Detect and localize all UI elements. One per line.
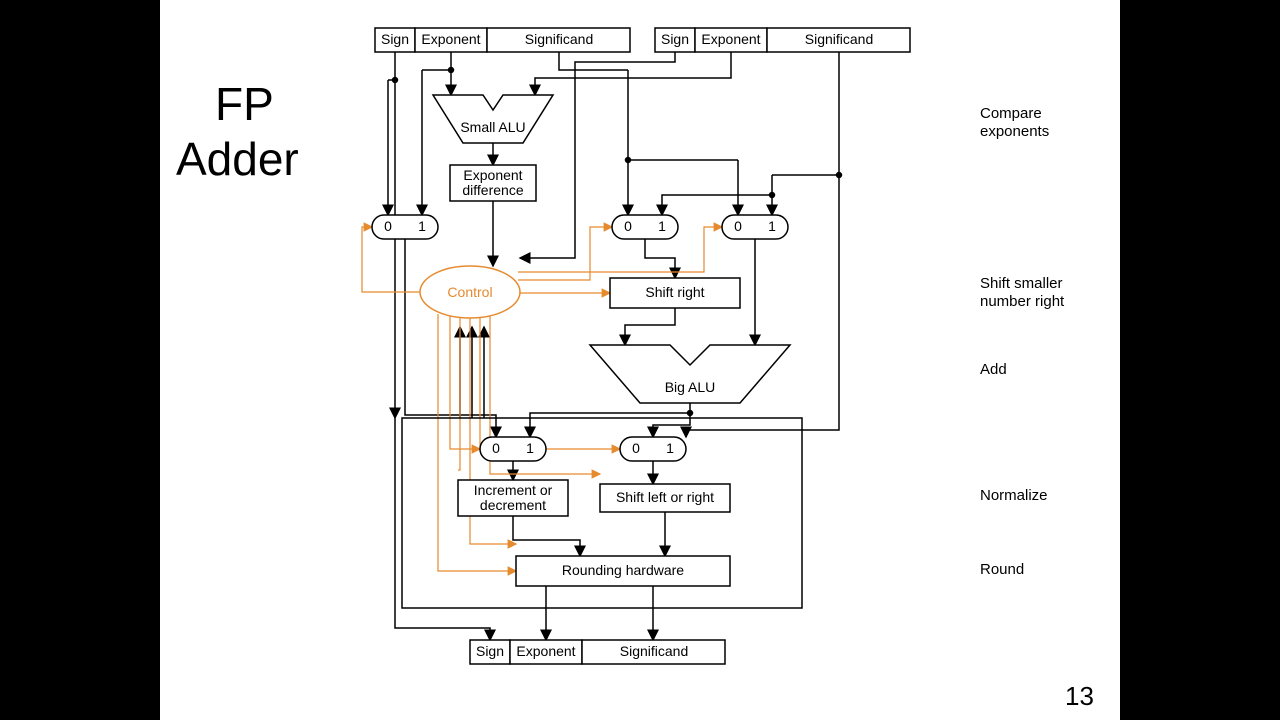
control: Control: [420, 266, 520, 318]
inc-dec: Increment or decrement: [458, 480, 568, 516]
small-alu: Small ALU: [433, 95, 553, 143]
opA-sign: Sign: [375, 28, 415, 52]
svg-text:0: 0: [632, 440, 640, 456]
svg-text:Shift right: Shift right: [645, 284, 704, 300]
svg-text:1: 1: [418, 218, 426, 234]
svg-text:Significand: Significand: [620, 643, 689, 659]
stage-shift-line1: Shift smaller: [980, 275, 1063, 292]
big-alu: Big ALU: [590, 345, 790, 403]
svg-text:0: 0: [492, 440, 500, 456]
muxes: 01 01 01 01 01: [372, 215, 788, 461]
svg-text:Exponent: Exponent: [516, 643, 575, 659]
svg-text:Sign: Sign: [381, 31, 409, 47]
mux-norm-exp: 01: [480, 437, 546, 461]
mux-sigR: 01: [722, 215, 788, 239]
svg-text:Exponent: Exponent: [463, 167, 522, 183]
svg-text:Rounding hardware: Rounding hardware: [562, 562, 684, 578]
svg-text:0: 0: [384, 218, 392, 234]
stage-add: Add: [980, 361, 1007, 378]
svg-text:Control: Control: [447, 284, 492, 300]
opB-sig: Significand: [767, 28, 910, 52]
stage-labels: Compare exponents Shift smaller number r…: [980, 105, 1065, 578]
shift-right: Shift right: [610, 278, 740, 308]
stage-normalize: Normalize: [980, 487, 1048, 504]
svg-text:Sign: Sign: [661, 31, 689, 47]
stage-round: Round: [980, 561, 1024, 578]
svg-text:Significand: Significand: [805, 31, 874, 47]
svg-text:Exponent: Exponent: [701, 31, 760, 47]
svg-text:Sign: Sign: [476, 643, 504, 659]
slide: FP Adder 13 Compare exponents Shift smal…: [160, 0, 1120, 720]
svg-text:Shift left or right: Shift left or right: [616, 489, 714, 505]
opB-sign: Sign: [655, 28, 695, 52]
mux-sigL: 01: [612, 215, 678, 239]
out-exp: Exponent: [510, 640, 582, 664]
page-number: 13: [1065, 681, 1094, 711]
stage-compare-line2: exponents: [980, 123, 1049, 140]
shift-lr: Shift left or right: [600, 484, 730, 512]
title-line1: FP: [215, 78, 274, 130]
svg-text:Increment or: Increment or: [474, 482, 553, 498]
opB-exp: Exponent: [695, 28, 767, 52]
svg-text:difference: difference: [462, 182, 523, 198]
svg-text:0: 0: [624, 218, 632, 234]
stage-compare-line1: Compare: [980, 105, 1042, 122]
title-line2: Adder: [176, 133, 299, 185]
svg-text:1: 1: [768, 218, 776, 234]
svg-text:1: 1: [666, 440, 674, 456]
svg-text:1: 1: [526, 440, 534, 456]
svg-text:Exponent: Exponent: [421, 31, 480, 47]
svg-text:Significand: Significand: [525, 31, 594, 47]
round-hw: Rounding hardware: [516, 556, 730, 586]
svg-text:0: 0: [734, 218, 742, 234]
out-sign: Sign: [470, 640, 510, 664]
opA-exp: Exponent: [415, 28, 487, 52]
mux-exp: 01: [372, 215, 438, 239]
svg-text:Small ALU: Small ALU: [460, 119, 525, 135]
exp-diff: Exponent difference: [450, 165, 536, 201]
svg-text:1: 1: [658, 218, 666, 234]
diagram-svg: FP Adder 13 Compare exponents Shift smal…: [160, 0, 1120, 720]
opA-sig: Significand: [487, 28, 630, 52]
svg-text:decrement: decrement: [480, 497, 546, 513]
stage-shift-line2: number right: [980, 293, 1065, 310]
svg-text:Big ALU: Big ALU: [665, 379, 716, 395]
out-sig: Significand: [582, 640, 725, 664]
mux-norm-sig: 01: [620, 437, 686, 461]
